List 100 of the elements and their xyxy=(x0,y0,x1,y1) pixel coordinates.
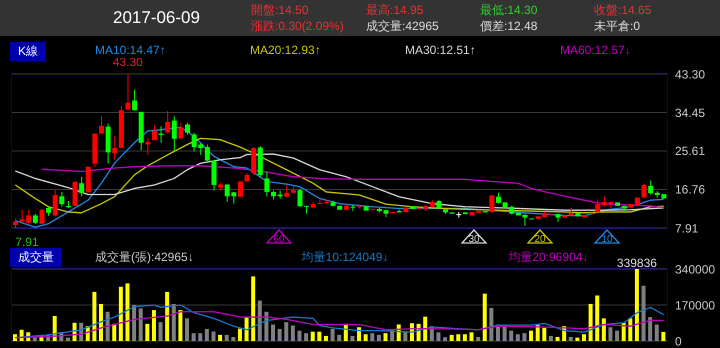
bar xyxy=(556,336,560,341)
text: MA10:14.47↑ xyxy=(95,43,167,57)
candlestick xyxy=(185,122,190,135)
text: MA30:12.51↑ xyxy=(405,43,477,57)
line-series xyxy=(14,153,664,211)
bar xyxy=(654,324,659,341)
candlestick xyxy=(46,206,52,216)
candlestick xyxy=(178,122,184,140)
line-series xyxy=(14,311,664,338)
bar xyxy=(634,269,639,341)
y-tick-label: 25.61 xyxy=(675,144,706,158)
text: 均量10:124049↓ xyxy=(302,249,390,266)
text: 成交量:42965 xyxy=(366,18,439,35)
bar xyxy=(443,337,448,341)
bar xyxy=(244,317,249,341)
bar xyxy=(284,322,288,341)
candlestick xyxy=(231,191,236,204)
chart-title: K線 xyxy=(10,42,46,61)
bar xyxy=(482,294,487,341)
bar xyxy=(330,328,335,341)
y-tick-label: 16.76 xyxy=(675,182,706,197)
candlestick xyxy=(52,190,58,217)
text: 60 xyxy=(273,234,285,245)
bar xyxy=(185,318,190,341)
bar xyxy=(423,316,428,341)
candlestick xyxy=(39,208,44,224)
bar xyxy=(462,334,467,341)
bar xyxy=(595,295,600,341)
bar xyxy=(476,336,480,341)
y-tick-label: 7.91 xyxy=(675,221,699,236)
bar xyxy=(489,308,494,341)
bar xyxy=(112,324,116,341)
bar xyxy=(290,326,295,341)
text: 漲跌:0.30(2.09%) xyxy=(251,18,344,35)
bar xyxy=(542,328,546,341)
text: 未平倉:0 xyxy=(594,18,640,35)
bar xyxy=(648,317,652,341)
bar xyxy=(258,300,262,341)
bar xyxy=(509,330,514,341)
bar xyxy=(384,333,388,341)
text: 20 xyxy=(534,234,546,245)
bar xyxy=(370,333,374,341)
text: MA60:12.57↓ xyxy=(560,43,632,57)
line-series xyxy=(14,126,664,228)
annotation: 7.91 xyxy=(15,235,39,249)
bar xyxy=(602,318,606,341)
bar xyxy=(13,334,17,341)
candlestick xyxy=(152,124,157,141)
bar xyxy=(271,324,276,341)
bar xyxy=(337,334,342,341)
bar xyxy=(450,334,454,341)
bar xyxy=(568,336,573,341)
bar xyxy=(99,304,104,341)
bar xyxy=(198,333,202,341)
bar xyxy=(165,292,170,341)
text: 價差:12.48 xyxy=(480,18,538,35)
bar xyxy=(118,286,123,341)
candlestick xyxy=(72,180,78,206)
data-label: 339836 xyxy=(616,256,658,270)
candlestick xyxy=(165,110,170,134)
bar xyxy=(172,304,176,341)
candlestick xyxy=(112,136,118,160)
bar xyxy=(403,332,408,341)
bar xyxy=(251,276,256,341)
bar xyxy=(470,332,474,341)
candlestick xyxy=(264,170,270,198)
bar xyxy=(304,333,308,341)
candlestick xyxy=(59,191,64,208)
bar xyxy=(66,338,70,341)
bar xyxy=(502,326,507,341)
bar xyxy=(278,328,282,341)
bar xyxy=(204,328,209,341)
bar xyxy=(145,324,150,341)
bar xyxy=(138,308,143,341)
line-series xyxy=(14,138,664,214)
bar xyxy=(608,327,612,341)
candlestick xyxy=(642,184,647,198)
bar xyxy=(192,333,196,341)
text: 開盤:14.50 xyxy=(251,2,308,19)
bar xyxy=(231,336,236,341)
y-tick-label: 340000 xyxy=(675,262,716,276)
chart-title: 成交量 xyxy=(10,248,62,267)
candlestick xyxy=(79,176,84,197)
bar xyxy=(642,286,646,341)
bar xyxy=(582,334,586,341)
candlestick xyxy=(132,89,138,112)
candlestick xyxy=(224,184,230,202)
candlestick xyxy=(648,180,654,196)
bar xyxy=(152,310,156,341)
candlestick xyxy=(172,116,177,152)
bar xyxy=(588,304,593,341)
bar xyxy=(32,338,37,341)
text: 最低:14.30 xyxy=(480,2,538,19)
bar xyxy=(297,330,302,341)
bar xyxy=(317,332,322,341)
text: MA20:12.93↑ xyxy=(250,43,322,57)
bar xyxy=(106,312,110,341)
bar xyxy=(436,332,440,341)
text: 均量20:96904↓ xyxy=(508,250,588,264)
line-series xyxy=(41,165,664,208)
